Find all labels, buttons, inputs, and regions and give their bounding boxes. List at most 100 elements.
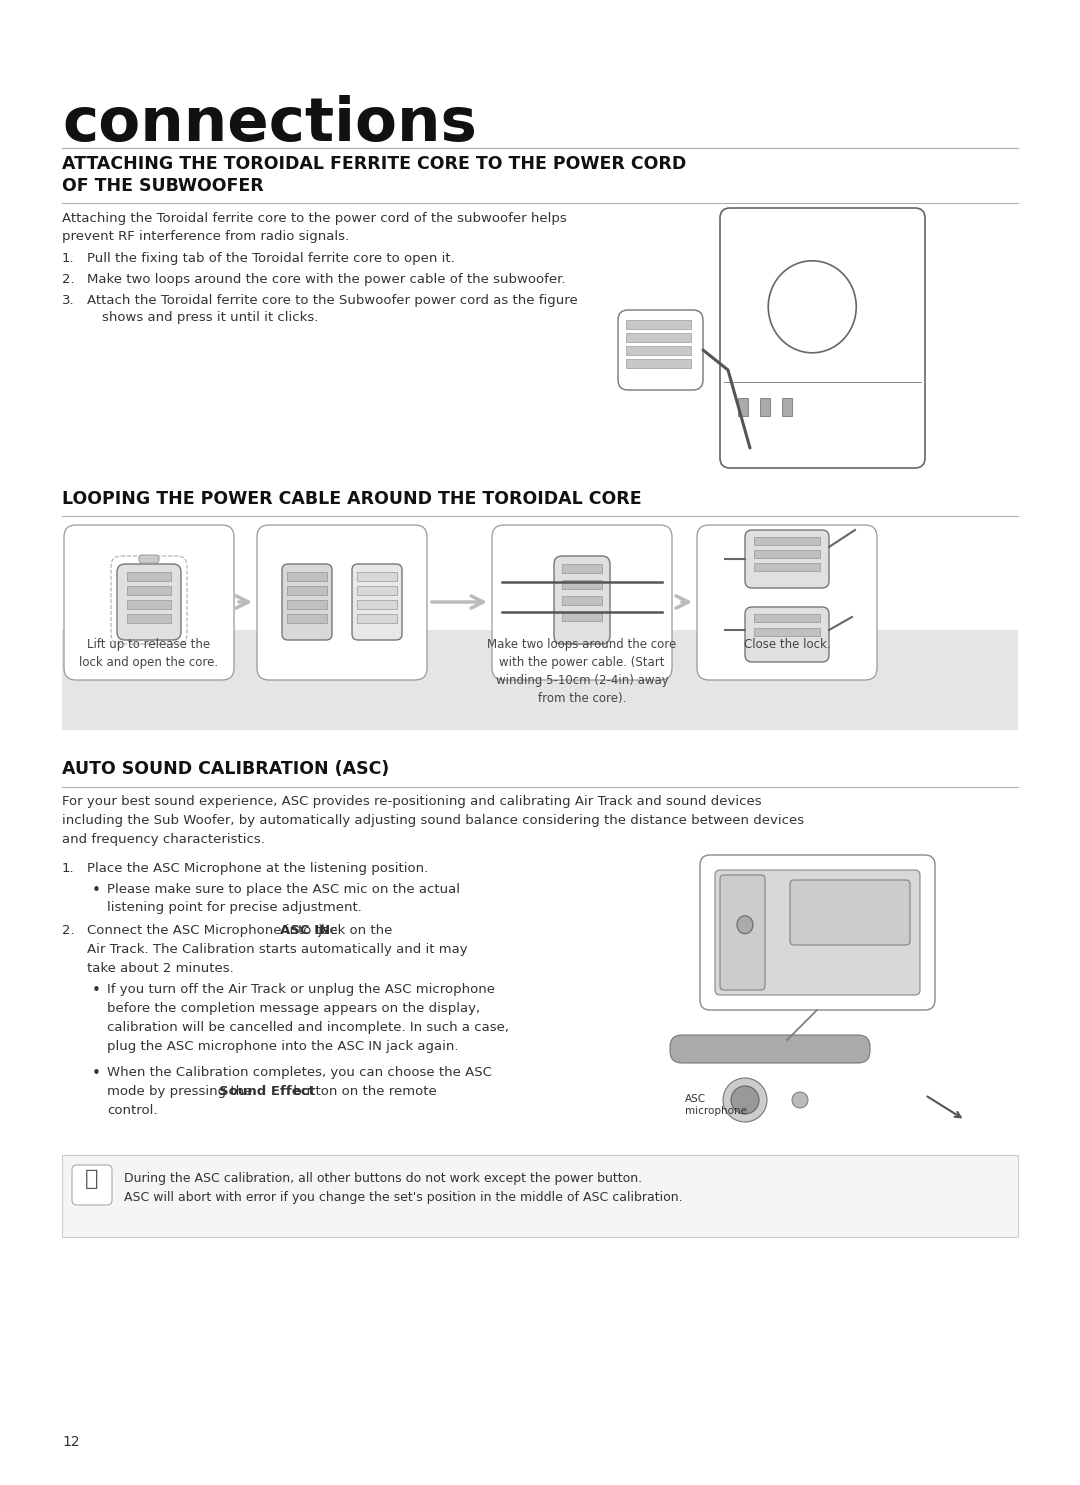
Bar xyxy=(562,581,602,590)
Text: calibration will be cancelled and incomplete. In such a case,: calibration will be cancelled and incomp… xyxy=(107,1022,509,1034)
Text: 📝: 📝 xyxy=(85,1169,98,1189)
Bar xyxy=(626,319,691,330)
FancyBboxPatch shape xyxy=(139,555,159,563)
FancyBboxPatch shape xyxy=(670,1035,870,1063)
Text: 12: 12 xyxy=(62,1435,80,1449)
Text: 1.: 1. xyxy=(62,861,75,875)
Text: Air Track. The Calibration starts automatically and it may: Air Track. The Calibration starts automa… xyxy=(87,943,468,956)
Text: 3.: 3. xyxy=(62,294,75,307)
Text: 1.: 1. xyxy=(62,252,75,264)
Bar xyxy=(287,572,327,581)
Bar xyxy=(626,359,691,368)
Ellipse shape xyxy=(768,261,856,353)
Text: button on the remote: button on the remote xyxy=(289,1086,436,1097)
Bar xyxy=(357,587,397,595)
Text: 2.: 2. xyxy=(62,273,75,287)
Bar xyxy=(562,595,602,604)
Bar xyxy=(754,538,820,545)
Bar xyxy=(62,630,1018,731)
FancyBboxPatch shape xyxy=(554,555,610,644)
Text: connections: connections xyxy=(62,95,477,154)
Text: Close the lock.: Close the lock. xyxy=(744,639,831,650)
Bar xyxy=(127,587,171,595)
Bar xyxy=(127,613,171,624)
Ellipse shape xyxy=(723,1078,767,1123)
FancyBboxPatch shape xyxy=(715,870,920,995)
Text: AUTO SOUND CALIBRATION (ASC): AUTO SOUND CALIBRATION (ASC) xyxy=(62,760,389,778)
FancyBboxPatch shape xyxy=(720,208,924,468)
Bar xyxy=(754,549,820,558)
FancyBboxPatch shape xyxy=(64,526,234,680)
Bar xyxy=(287,613,327,624)
Text: control.: control. xyxy=(107,1103,158,1117)
Text: including the Sub Woofer, by automatically adjusting sound balance considering t: including the Sub Woofer, by automatical… xyxy=(62,814,805,827)
FancyBboxPatch shape xyxy=(618,310,703,391)
Text: •: • xyxy=(92,1066,100,1081)
Text: Make two loops around the core with the power cable of the subwoofer.: Make two loops around the core with the … xyxy=(87,273,566,287)
Text: ASC will abort with error if you change the set's position in the middle of ASC : ASC will abort with error if you change … xyxy=(124,1191,683,1204)
Text: ASC IN: ASC IN xyxy=(280,924,329,937)
Bar xyxy=(357,600,397,609)
Bar xyxy=(127,572,171,581)
Ellipse shape xyxy=(731,1086,759,1114)
Bar xyxy=(62,1155,1018,1237)
FancyBboxPatch shape xyxy=(745,530,829,588)
Text: Please make sure to place the ASC mic on the actual
listening point for precise : Please make sure to place the ASC mic on… xyxy=(107,884,460,913)
Text: Lift up to release the
lock and open the core.: Lift up to release the lock and open the… xyxy=(80,639,218,670)
Text: When the Calibration completes, you can choose the ASC: When the Calibration completes, you can … xyxy=(107,1066,491,1080)
FancyBboxPatch shape xyxy=(720,875,765,990)
Text: and frequency characteristics.: and frequency characteristics. xyxy=(62,833,265,846)
Text: mode by pressing the: mode by pressing the xyxy=(107,1086,257,1097)
Text: Pull the fixing tab of the Toroidal ferrite core to open it.: Pull the fixing tab of the Toroidal ferr… xyxy=(87,252,455,264)
Bar xyxy=(357,613,397,624)
Bar xyxy=(754,613,820,622)
Text: before the completion message appears on the display,: before the completion message appears on… xyxy=(107,1002,481,1016)
Bar xyxy=(782,398,792,416)
Bar xyxy=(287,587,327,595)
Text: jack on the: jack on the xyxy=(314,924,393,937)
FancyBboxPatch shape xyxy=(282,564,332,640)
Text: •: • xyxy=(92,983,100,998)
FancyBboxPatch shape xyxy=(700,855,935,1010)
Bar xyxy=(738,398,748,416)
FancyBboxPatch shape xyxy=(745,607,829,662)
FancyBboxPatch shape xyxy=(352,564,402,640)
Text: Connect the ASC Microphone into the: Connect the ASC Microphone into the xyxy=(87,924,342,937)
Bar xyxy=(127,600,171,609)
Text: ASC: ASC xyxy=(685,1094,706,1103)
Bar xyxy=(562,612,602,621)
Text: Sound Effect: Sound Effect xyxy=(219,1086,315,1097)
Bar xyxy=(754,563,820,572)
Bar xyxy=(562,564,602,573)
Text: microphone: microphone xyxy=(685,1106,747,1117)
Text: Make two loops around the core
with the power cable. (Start
winding 5-10cm (2-4i: Make two loops around the core with the … xyxy=(487,639,677,705)
Text: LOOPING THE POWER CABLE AROUND THE TOROIDAL CORE: LOOPING THE POWER CABLE AROUND THE TOROI… xyxy=(62,490,642,508)
Bar xyxy=(754,628,820,636)
Text: For your best sound experience, ASC provides re-positioning and calibrating Air : For your best sound experience, ASC prov… xyxy=(62,794,761,808)
Text: take about 2 minutes.: take about 2 minutes. xyxy=(87,962,233,976)
Text: Attach the Toroidal ferrite core to the Subwoofer power cord as the figure: Attach the Toroidal ferrite core to the … xyxy=(87,294,578,307)
Text: 2.: 2. xyxy=(62,924,75,937)
Text: shows and press it until it clicks.: shows and press it until it clicks. xyxy=(102,310,319,324)
Bar xyxy=(626,333,691,342)
Bar xyxy=(760,398,770,416)
FancyBboxPatch shape xyxy=(492,526,672,680)
Text: Place the ASC Microphone at the listening position.: Place the ASC Microphone at the listenin… xyxy=(87,861,429,875)
Text: •: • xyxy=(92,884,100,898)
FancyBboxPatch shape xyxy=(117,564,181,640)
FancyBboxPatch shape xyxy=(257,526,427,680)
Ellipse shape xyxy=(737,916,753,934)
Text: OF THE SUBWOOFER: OF THE SUBWOOFER xyxy=(62,177,264,195)
Bar xyxy=(287,600,327,609)
Ellipse shape xyxy=(792,1091,808,1108)
Bar xyxy=(357,572,397,581)
Text: Attaching the Toroidal ferrite core to the power cord of the subwoofer helps
pre: Attaching the Toroidal ferrite core to t… xyxy=(62,212,567,244)
Text: plug the ASC microphone into the ASC IN jack again.: plug the ASC microphone into the ASC IN … xyxy=(107,1040,459,1053)
Text: During the ASC calibration, all other buttons do not work except the power butto: During the ASC calibration, all other bu… xyxy=(124,1172,643,1185)
FancyBboxPatch shape xyxy=(789,881,910,944)
Bar xyxy=(626,346,691,355)
Text: ATTACHING THE TOROIDAL FERRITE CORE TO THE POWER CORD: ATTACHING THE TOROIDAL FERRITE CORE TO T… xyxy=(62,154,686,172)
Text: If you turn off the Air Track or unplug the ASC microphone: If you turn off the Air Track or unplug … xyxy=(107,983,495,996)
FancyBboxPatch shape xyxy=(72,1166,112,1204)
FancyBboxPatch shape xyxy=(697,526,877,680)
